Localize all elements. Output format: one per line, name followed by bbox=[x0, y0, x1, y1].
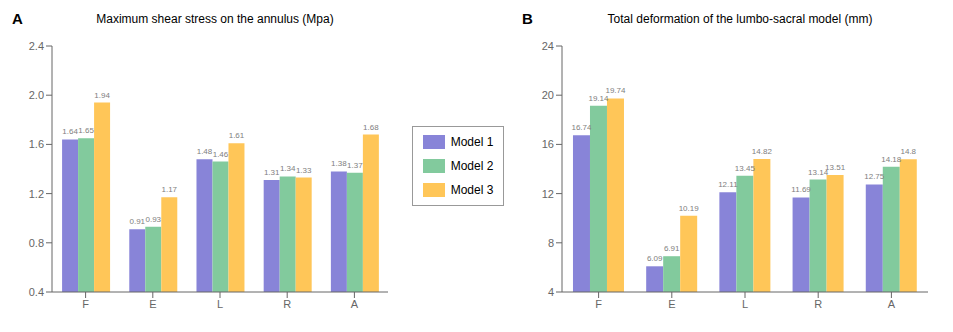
svg-text:1.48: 1.48 bbox=[197, 147, 213, 156]
svg-text:1.34: 1.34 bbox=[280, 164, 296, 173]
html-text:A: A bbox=[12, 10, 23, 27]
svg-text:6.09: 6.09 bbox=[647, 254, 663, 263]
html-text:B: B bbox=[522, 10, 533, 27]
svg-text:A: A bbox=[888, 298, 896, 310]
svg-text:E: E bbox=[149, 298, 156, 310]
svg-text:1.6: 1.6 bbox=[29, 138, 44, 150]
svg-text:1.37: 1.37 bbox=[347, 161, 363, 170]
html-text:Model 2: Model 2 bbox=[450, 159, 494, 173]
svg-text:14.18: 14.18 bbox=[881, 155, 902, 164]
svg-text:6.91: 6.91 bbox=[664, 244, 680, 253]
svg-text:E: E bbox=[668, 298, 675, 310]
html-text:Total deformation of the lumbo: Total deformation of the lumbo-sacral mo… bbox=[607, 12, 873, 26]
svg-text:14.8: 14.8 bbox=[900, 147, 916, 156]
svg-text:1.33: 1.33 bbox=[296, 166, 312, 175]
svg-text:13.51: 13.51 bbox=[825, 163, 846, 172]
svg-text:1.31: 1.31 bbox=[264, 168, 280, 177]
svg-text:0.93: 0.93 bbox=[145, 215, 161, 224]
svg-text:2.4: 2.4 bbox=[29, 40, 44, 52]
svg-text:L: L bbox=[742, 298, 748, 310]
html-text:Model 3: Model 3 bbox=[450, 183, 494, 197]
svg-text:F: F bbox=[595, 298, 602, 310]
svg-text:1.17: 1.17 bbox=[161, 185, 177, 194]
svg-text:16.74: 16.74 bbox=[571, 123, 592, 132]
svg-text:1.2: 1.2 bbox=[29, 188, 44, 200]
html-text:Model 1: Model 1 bbox=[450, 135, 494, 149]
svg-text:12.11: 12.11 bbox=[718, 180, 738, 189]
svg-text:16: 16 bbox=[542, 138, 554, 150]
svg-text:10.19: 10.19 bbox=[679, 204, 700, 213]
svg-text:12: 12 bbox=[542, 188, 554, 200]
svg-text:1.46: 1.46 bbox=[213, 150, 229, 159]
svg-text:F: F bbox=[82, 298, 89, 310]
svg-text:R: R bbox=[283, 298, 291, 310]
svg-text:1.68: 1.68 bbox=[363, 123, 379, 132]
svg-text:2.0: 2.0 bbox=[29, 89, 44, 101]
svg-text:19.74: 19.74 bbox=[605, 86, 626, 95]
html-text:Maximum shear stress on the an: Maximum shear stress on the annulus (Mpa… bbox=[96, 12, 334, 26]
svg-text:A: A bbox=[351, 298, 359, 310]
svg-text:13.14: 13.14 bbox=[808, 167, 829, 177]
svg-text:19.14: 19.14 bbox=[588, 93, 609, 103]
svg-text:0.8: 0.8 bbox=[29, 237, 44, 249]
svg-text:14.82: 14.82 bbox=[752, 147, 773, 156]
svg-text:1.94: 1.94 bbox=[94, 91, 110, 100]
svg-text:L: L bbox=[217, 298, 223, 310]
svg-text:0.91: 0.91 bbox=[129, 217, 145, 226]
svg-text:8: 8 bbox=[548, 237, 554, 249]
svg-text:11.69: 11.69 bbox=[791, 185, 811, 194]
svg-text:R: R bbox=[814, 298, 822, 310]
svg-text:24: 24 bbox=[542, 40, 554, 52]
svg-text:4: 4 bbox=[548, 286, 554, 298]
svg-text:1.65: 1.65 bbox=[78, 126, 94, 135]
svg-text:1.61: 1.61 bbox=[229, 131, 245, 140]
svg-text:0.4: 0.4 bbox=[29, 286, 44, 298]
svg-text:1.38: 1.38 bbox=[331, 159, 347, 168]
svg-text:1.64: 1.64 bbox=[62, 127, 78, 136]
svg-text:13.45: 13.45 bbox=[735, 164, 756, 173]
svg-text:12.75: 12.75 bbox=[864, 172, 885, 181]
svg-text:20: 20 bbox=[542, 89, 554, 101]
